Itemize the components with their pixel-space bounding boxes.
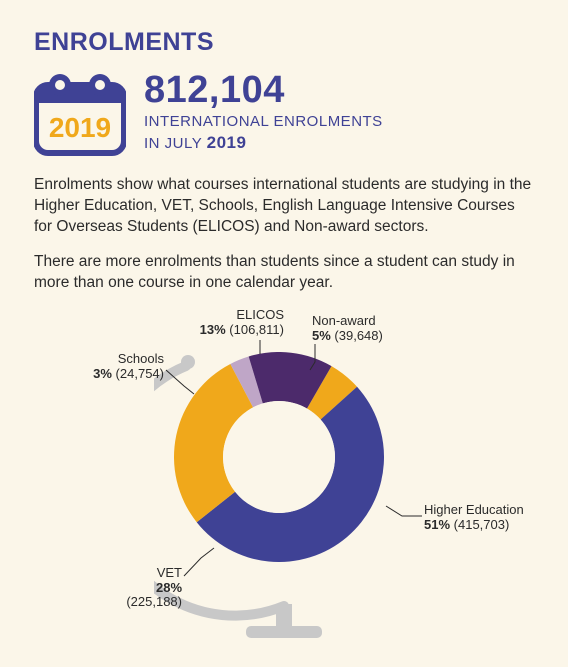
enrolment-count: 812,104 <box>144 71 383 109</box>
leader-lines <box>34 308 534 628</box>
description-para-1: Enrolments show what courses internation… <box>34 175 534 238</box>
headline-block: 812,104 INTERNATIONAL ENROLMENTS IN JULY… <box>144 71 383 154</box>
header-row: 2019 812,104 INTERNATIONAL ENROLMENTS IN… <box>34 71 534 157</box>
enrolment-donut-chart: Non-award5% (39,648) Higher Education51%… <box>34 308 534 628</box>
page-title: ENROLMENTS <box>34 28 534 57</box>
sub-line-1: INTERNATIONAL ENROLMENTS <box>144 113 383 130</box>
headline-sub: INTERNATIONAL ENROLMENTS IN JULY 2019 <box>144 113 383 154</box>
calendar-icon: 2019 <box>34 71 126 157</box>
description-para-2: There are more enrolments than students … <box>34 252 534 294</box>
calendar-year-text: 2019 <box>49 112 111 143</box>
sub-line-2-year: 2019 <box>207 133 247 152</box>
sub-line-2-prefix: IN JULY <box>144 135 207 152</box>
